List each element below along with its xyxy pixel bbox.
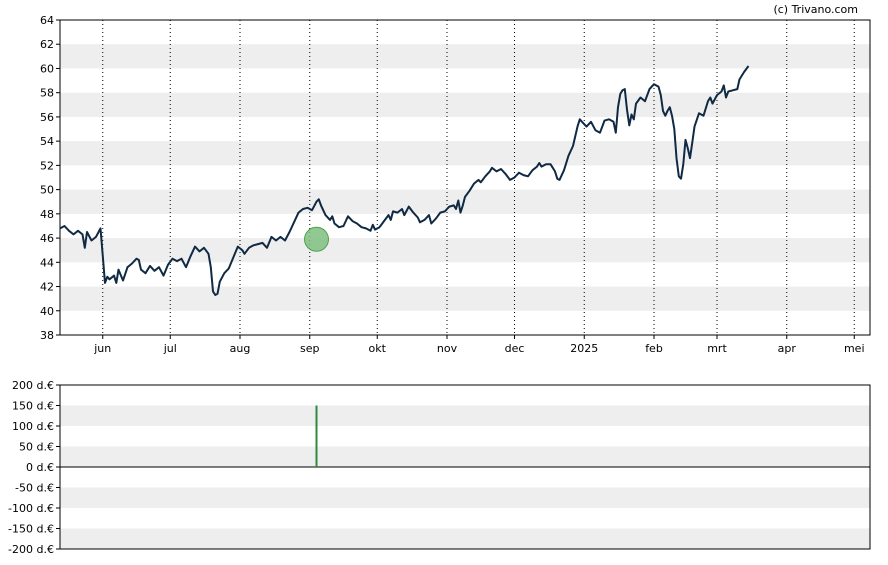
x-tick-label: feb [645, 342, 663, 355]
volume-grid-band [60, 528, 870, 549]
volume-grid-band [60, 446, 870, 467]
price-grid-band [60, 92, 870, 117]
x-tick-label: mrt [707, 342, 727, 355]
price-grid-band [60, 189, 870, 214]
price-grid-band [60, 44, 870, 69]
x-tick-label: nov [437, 342, 458, 355]
volume-grid-band [60, 405, 870, 426]
volume-y-tick-label: 100 d.€ [12, 420, 54, 433]
price-grid-band [60, 238, 870, 263]
x-tick-label: okt [369, 342, 387, 355]
volume-y-tick-label: -50 d.€ [15, 482, 54, 495]
y-tick-label: 52 [40, 159, 54, 172]
y-tick-label: 42 [40, 281, 54, 294]
volume-y-tick-label: 150 d.€ [12, 400, 54, 413]
volume-y-tick-label: -200 d.€ [8, 543, 54, 556]
price-grid-band [60, 141, 870, 166]
volume-y-tick-label: 200 d.€ [12, 379, 54, 392]
x-tick-label: jul [163, 342, 177, 355]
event-marker [304, 226, 329, 252]
y-tick-label: 64 [40, 14, 54, 27]
volume-y-tick-label: 0 d.€ [26, 461, 54, 474]
price-series-line [59, 65, 750, 296]
volume-chart: 200 d.€ 150 d.€ 100 d.€ 50 d.€ 0 d.€ -50 d.€ -… [8, 379, 871, 556]
x-tick-label: 2025 [570, 342, 598, 355]
x-tick-label: mei [844, 342, 865, 355]
volume-y-tick-label: -150 d.€ [8, 523, 54, 536]
price-grid-band [60, 286, 870, 311]
y-tick-label: 40 [40, 305, 54, 318]
credit-text: (c) Trivano.com [773, 3, 858, 16]
price-chart: 38 40 42 44 46 48 50 52 54 56 58 60 62 64 jun jul aug sep… [40, 14, 871, 355]
y-tick-label: 54 [40, 135, 54, 148]
price-frame [59, 19, 871, 336]
x-tick-label: sep [300, 342, 319, 355]
y-tick-label: 48 [40, 208, 54, 221]
x-tick-label: dec [505, 342, 525, 355]
y-tick-label: 50 [40, 184, 54, 197]
y-tick-label: 44 [40, 256, 54, 269]
x-tick-label: apr [778, 342, 797, 355]
x-tick-label: aug [230, 342, 251, 355]
y-tick-label: 46 [40, 232, 54, 245]
x-tick-label: jun [93, 342, 111, 355]
volume-y-tick-label: 50 d.€ [19, 441, 54, 454]
y-tick-label: 58 [40, 87, 54, 100]
y-tick-label: 62 [40, 38, 54, 51]
volume-y-tick-label: -100 d.€ [8, 502, 54, 515]
volume-grid-band [60, 487, 870, 508]
y-tick-label: 60 [40, 62, 54, 75]
y-tick-label: 56 [40, 111, 54, 124]
y-tick-label: 38 [40, 329, 54, 342]
